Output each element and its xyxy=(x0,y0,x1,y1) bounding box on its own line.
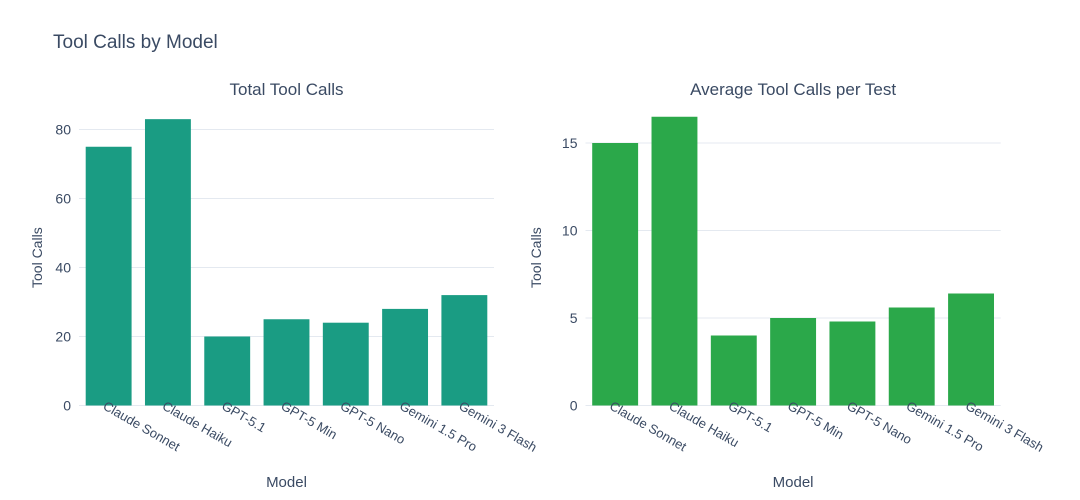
svg-text:10: 10 xyxy=(562,223,578,239)
svg-text:60: 60 xyxy=(55,191,71,207)
svg-text:15: 15 xyxy=(562,135,578,151)
svg-text:80: 80 xyxy=(55,122,71,138)
svg-text:20: 20 xyxy=(55,329,71,345)
svg-text:0: 0 xyxy=(570,398,578,414)
svg-text:40: 40 xyxy=(55,260,71,276)
svg-text:0: 0 xyxy=(63,398,71,414)
svg-text:5: 5 xyxy=(570,310,578,326)
